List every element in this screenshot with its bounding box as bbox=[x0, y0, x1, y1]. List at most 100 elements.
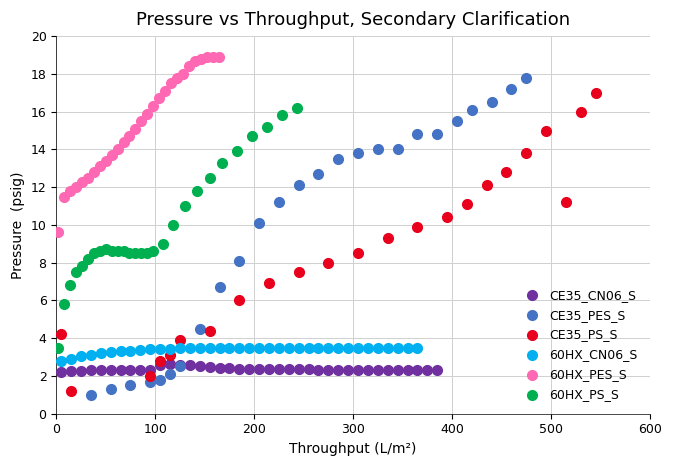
60HX_PS_S bbox=[277, 112, 287, 119]
CE35_PES_S bbox=[372, 146, 383, 153]
CE35_PES_S bbox=[392, 146, 403, 153]
60HX_PES_S bbox=[77, 178, 87, 185]
CE35_PS_S bbox=[145, 372, 155, 380]
60HX_CN06_S bbox=[125, 347, 136, 355]
60HX_PS_S bbox=[88, 249, 99, 257]
60HX_PES_S bbox=[195, 55, 206, 63]
CE35_CN06_S bbox=[214, 365, 225, 372]
60HX_PS_S bbox=[217, 159, 228, 166]
CE35_PES_S bbox=[412, 131, 423, 138]
60HX_PS_S bbox=[191, 187, 202, 195]
CE35_PES_S bbox=[466, 106, 477, 113]
CE35_PES_S bbox=[214, 283, 225, 291]
CE35_PS_S bbox=[382, 234, 393, 242]
CE35_CN06_S bbox=[304, 366, 314, 373]
60HX_PES_S bbox=[100, 157, 111, 164]
CE35_CN06_S bbox=[155, 361, 166, 368]
60HX_PS_S bbox=[118, 248, 129, 255]
60HX_PES_S bbox=[88, 168, 99, 176]
CE35_CN06_S bbox=[323, 367, 334, 374]
CE35_CN06_S bbox=[422, 367, 433, 374]
CE35_PES_S bbox=[333, 155, 344, 163]
60HX_PS_S bbox=[112, 248, 123, 255]
CE35_PES_S bbox=[145, 378, 155, 385]
CE35_PS_S bbox=[264, 280, 275, 287]
60HX_PS_S bbox=[65, 282, 75, 289]
60HX_CN06_S bbox=[184, 344, 195, 351]
60HX_PES_S bbox=[106, 151, 117, 159]
CE35_PS_S bbox=[353, 249, 363, 257]
CE35_PS_S bbox=[481, 182, 492, 189]
60HX_PS_S bbox=[100, 246, 111, 253]
CE35_CN06_S bbox=[363, 367, 374, 374]
60HX_PS_S bbox=[148, 248, 159, 255]
CE35_CN06_S bbox=[353, 367, 363, 374]
60HX_PES_S bbox=[178, 70, 188, 78]
CE35_PS_S bbox=[174, 336, 185, 344]
60HX_CN06_S bbox=[224, 344, 235, 351]
Y-axis label: Pressure  (psig): Pressure (psig) bbox=[11, 171, 25, 279]
X-axis label: Throughput (L/m²): Throughput (L/m²) bbox=[289, 442, 417, 456]
60HX_PES_S bbox=[166, 80, 176, 87]
CE35_PES_S bbox=[452, 117, 462, 125]
CE35_PS_S bbox=[462, 200, 472, 208]
60HX_CN06_S bbox=[254, 344, 264, 351]
CE35_PES_S bbox=[155, 376, 166, 383]
60HX_PES_S bbox=[172, 74, 182, 81]
CE35_PS_S bbox=[155, 357, 166, 365]
60HX_CN06_S bbox=[372, 344, 383, 351]
60HX_CN06_S bbox=[165, 345, 176, 352]
60HX_PES_S bbox=[53, 229, 64, 236]
60HX_PS_S bbox=[124, 249, 135, 257]
CE35_PES_S bbox=[521, 74, 532, 81]
CE35_PS_S bbox=[323, 259, 334, 266]
CE35_PS_S bbox=[561, 198, 571, 206]
CE35_PES_S bbox=[174, 363, 185, 370]
CE35_CN06_S bbox=[382, 367, 393, 374]
CE35_PES_S bbox=[125, 382, 136, 389]
60HX_CN06_S bbox=[96, 349, 106, 357]
CE35_CN06_S bbox=[343, 367, 353, 374]
CE35_CN06_S bbox=[105, 367, 116, 374]
CE35_CN06_S bbox=[283, 366, 294, 373]
CE35_PES_S bbox=[85, 391, 96, 398]
60HX_CN06_S bbox=[204, 344, 215, 351]
CE35_CN06_S bbox=[372, 367, 383, 374]
60HX_CN06_S bbox=[135, 347, 146, 354]
60HX_PS_S bbox=[262, 123, 273, 131]
CE35_CN06_S bbox=[402, 367, 413, 374]
60HX_CN06_S bbox=[56, 357, 67, 365]
CE35_CN06_S bbox=[244, 366, 254, 373]
60HX_PES_S bbox=[59, 193, 69, 200]
60HX_CN06_S bbox=[283, 344, 294, 351]
60HX_PS_S bbox=[168, 221, 178, 229]
CE35_PES_S bbox=[273, 198, 284, 206]
60HX_PES_S bbox=[142, 110, 153, 117]
60HX_CN06_S bbox=[155, 346, 166, 353]
60HX_CN06_S bbox=[105, 348, 116, 356]
60HX_PES_S bbox=[160, 87, 170, 95]
60HX_PS_S bbox=[94, 248, 105, 255]
CE35_PES_S bbox=[487, 99, 497, 106]
CE35_CN06_S bbox=[392, 367, 403, 374]
60HX_CN06_S bbox=[85, 351, 96, 359]
CE35_PS_S bbox=[540, 127, 551, 134]
CE35_PES_S bbox=[432, 131, 443, 138]
CE35_PES_S bbox=[165, 370, 176, 378]
CE35_CN06_S bbox=[293, 366, 304, 373]
CE35_PS_S bbox=[441, 213, 452, 221]
CE35_PES_S bbox=[105, 385, 116, 393]
60HX_CN06_S bbox=[115, 347, 126, 355]
60HX_PS_S bbox=[204, 174, 215, 182]
60HX_CN06_S bbox=[343, 344, 353, 351]
CE35_PS_S bbox=[66, 387, 77, 395]
60HX_PS_S bbox=[180, 202, 190, 210]
60HX_PS_S bbox=[247, 133, 258, 140]
60HX_PS_S bbox=[53, 344, 64, 351]
CE35_CN06_S bbox=[75, 368, 86, 375]
60HX_CN06_S bbox=[382, 344, 393, 351]
60HX_PES_S bbox=[83, 174, 94, 182]
CE35_CN06_S bbox=[115, 367, 126, 374]
CE35_PES_S bbox=[194, 325, 205, 333]
60HX_CN06_S bbox=[273, 344, 284, 351]
